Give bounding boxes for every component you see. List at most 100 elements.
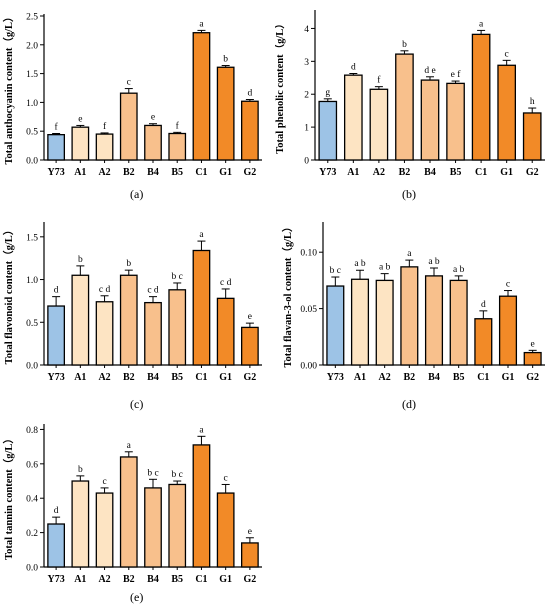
x-tick-label: B5 <box>453 372 465 383</box>
significance-letter: f <box>103 121 107 132</box>
significance-letter: b c <box>172 470 183 480</box>
x-tick-label: B2 <box>123 372 135 383</box>
chart-panel-a: 0.0 0.5 1.0 1.5 2.0 2.5 Total anthocyanin cont… <box>2 11 262 178</box>
panel-label-c: (c) <box>130 397 144 411</box>
y-tick-label: 1 <box>304 124 309 134</box>
significance-letter: d e <box>424 66 435 76</box>
x-tick-label: B2 <box>399 167 411 178</box>
panel-label-d: (d) <box>402 397 416 411</box>
significance-letter: e <box>531 339 535 349</box>
bar-b2 <box>119 92 138 161</box>
x-tick-label: Y73 <box>47 372 64 383</box>
significance-letter: b <box>402 40 407 50</box>
y-tick-label: 0.5 <box>26 319 38 329</box>
bar-b4 <box>420 79 440 161</box>
panel-label-e: (e) <box>130 590 144 604</box>
y-tick-label: 2.0 <box>26 41 38 51</box>
y-tick-label: 2.5 <box>26 13 38 23</box>
x-tick-label: B5 <box>171 372 183 383</box>
bar-b5 <box>168 132 187 161</box>
x-tick-label: G2 <box>243 167 256 178</box>
significance-letter: d <box>248 89 253 99</box>
y-tick-label: 0 <box>304 157 309 167</box>
significance-letter: b c <box>172 272 183 282</box>
x-tick-label: B2 <box>123 167 135 178</box>
x-tick-label: B2 <box>123 574 135 585</box>
significance-letter: f <box>176 120 180 131</box>
panel-label-b: (b) <box>402 187 416 201</box>
bar-a1 <box>71 274 90 366</box>
significance-letter: d <box>351 63 356 73</box>
significance-letter: h <box>530 97 535 107</box>
panel-label-a: (a) <box>130 187 144 201</box>
significance-letter: b c <box>147 468 158 478</box>
x-tick-label: G2 <box>243 372 256 383</box>
chart-panel-b: 0 1 2 3 4 Total phenolic content（g/L） g Y73 d A1 f… <box>275 10 545 178</box>
y-tick-label: 0.6 <box>26 460 38 470</box>
bar-g2 <box>241 542 259 568</box>
significance-letter: c d <box>220 278 232 288</box>
x-tick-label: A2 <box>373 167 385 178</box>
bar-b5 <box>449 279 468 366</box>
x-tick-label: Y73 <box>327 372 344 383</box>
bar-b4 <box>144 124 162 161</box>
significance-letter: f <box>377 75 381 86</box>
y-axis-label: Total phenolic content（g/L） <box>275 18 286 154</box>
bar-y73 <box>326 285 345 366</box>
y-tick-label: 0.0 <box>26 362 38 372</box>
x-tick-label: Y73 <box>319 167 336 178</box>
chart-panel-c: 0.0 0.5 1.0 1.5 Total flavonoid content（g/L）… <box>2 222 262 383</box>
x-tick-label: C1 <box>195 574 207 585</box>
x-tick-label: C1 <box>195 167 207 178</box>
y-tick-label: 1.0 <box>26 99 38 109</box>
significance-letter: a b <box>354 259 366 269</box>
bar-c1 <box>192 32 211 161</box>
x-tick-label: C1 <box>195 372 207 383</box>
chart-panel-e: 0.0 0.2 0.4 0.6 0.8 Total tannin content（g/L）… <box>2 424 262 585</box>
bar-y73 <box>318 100 338 161</box>
significance-letter: e <box>151 113 155 123</box>
x-tick-label: G1 <box>219 372 232 383</box>
bar-b4 <box>424 275 444 366</box>
bar-g1 <box>216 66 235 161</box>
x-tick-label: G1 <box>502 372 515 383</box>
significance-letter: b <box>126 259 131 269</box>
significance-letter: b <box>78 255 83 265</box>
bar-c1 <box>471 33 491 161</box>
y-tick-label: 1.5 <box>26 233 38 243</box>
y-tick-label: 0.4 <box>26 495 38 505</box>
significance-letter: c <box>102 477 106 487</box>
x-tick-label: B4 <box>424 167 436 178</box>
x-tick-label: A2 <box>98 167 110 178</box>
bar-y73 <box>47 305 65 366</box>
significance-letter: d <box>54 506 59 516</box>
significance-letter: c <box>506 280 510 290</box>
significance-letter: a b <box>379 263 391 273</box>
bar-a2 <box>95 492 114 568</box>
y-tick-label: 4 <box>304 25 309 35</box>
y-tick-label: 0.8 <box>26 426 38 436</box>
x-tick-label: A2 <box>98 574 110 585</box>
x-tick-label: Y73 <box>47 167 64 178</box>
bar-b5 <box>168 483 187 568</box>
y-axis-label: Total flavan-3-ol content（g/L） <box>281 221 294 367</box>
bar-g1 <box>498 295 518 366</box>
x-tick-label: B4 <box>147 372 159 383</box>
bar-a1 <box>71 126 90 161</box>
x-tick-label: B2 <box>403 372 415 383</box>
significance-letter: b <box>223 55 228 65</box>
significance-letter: c <box>127 78 131 88</box>
x-tick-label: G1 <box>500 167 513 178</box>
y-axis-label: Total anthocyanin content（g/L） <box>2 11 15 164</box>
significance-letter: a <box>127 441 132 451</box>
y-axis-label: Total flavonoid content（g/L） <box>2 225 15 365</box>
bar-b5 <box>168 289 187 366</box>
x-tick-label: B5 <box>171 167 183 178</box>
y-tick-label: 3 <box>304 58 309 68</box>
x-tick-label: G1 <box>219 167 232 178</box>
x-tick-label: A2 <box>379 372 391 383</box>
y-tick-label: 0.00 <box>300 362 317 372</box>
significance-letter: d <box>481 300 486 310</box>
x-tick-label: B4 <box>147 167 159 178</box>
x-tick-label: G2 <box>526 372 539 383</box>
